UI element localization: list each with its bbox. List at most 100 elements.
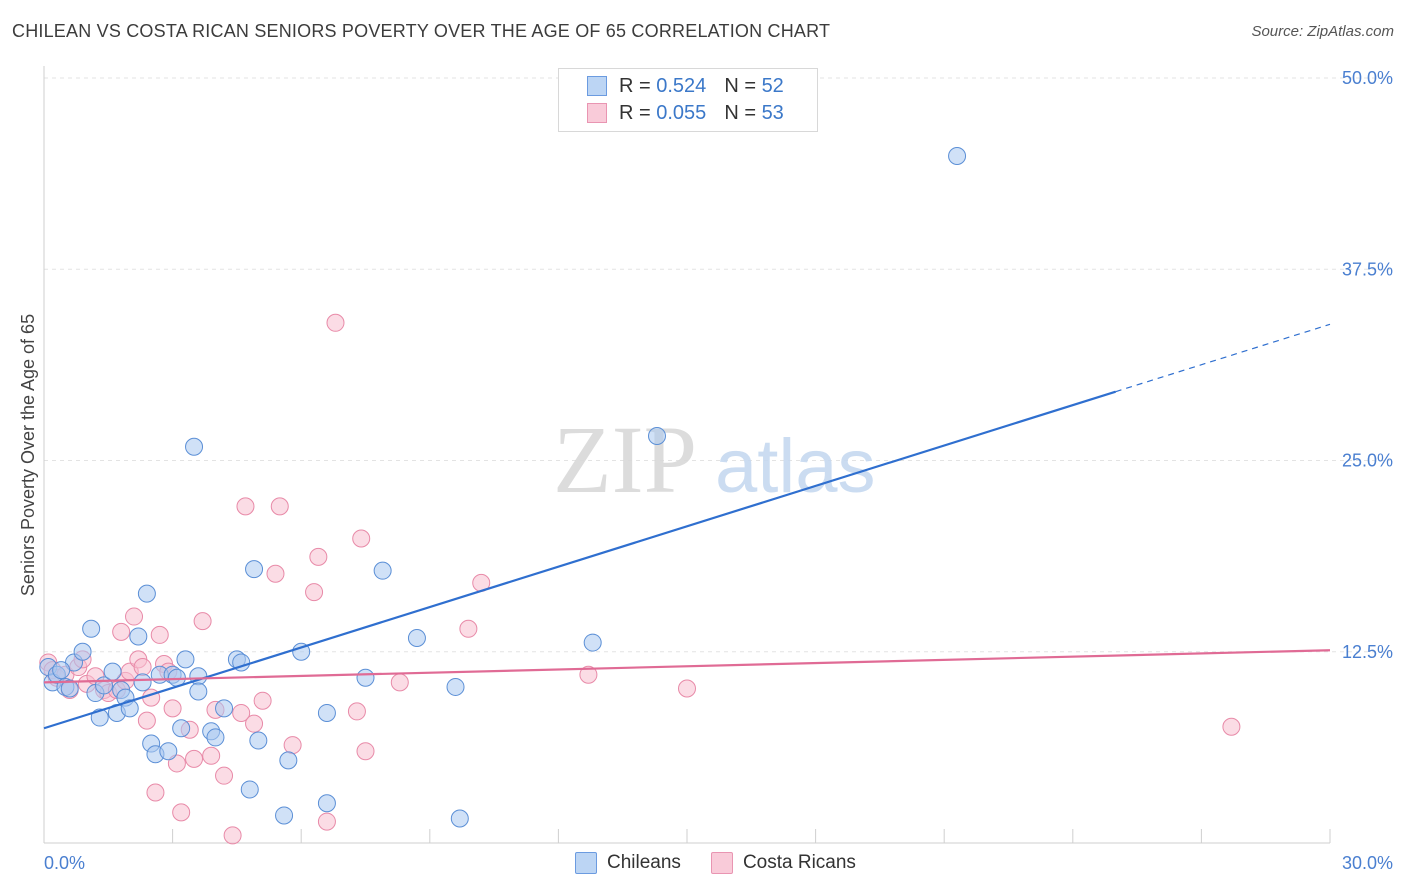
costa-rican-point [232, 703, 251, 722]
legend-label-costa-ricans: Costa Ricans [742, 852, 856, 873]
chilean-point [407, 628, 426, 647]
chilean-point [356, 668, 375, 687]
chilean-point [120, 699, 139, 718]
costa-rican-point [356, 742, 375, 761]
chilean-point [279, 751, 298, 770]
chilean-point [90, 708, 109, 727]
y-tick-label: 25.0% [1342, 451, 1393, 471]
costa-rican-point [579, 665, 598, 684]
costa-rican-point [253, 691, 272, 710]
r-value: 0.524 [656, 74, 707, 97]
chilean-point [583, 633, 602, 652]
costa-rican-point [270, 497, 289, 516]
chilean-point [103, 662, 122, 681]
x-tick-label: 0.0% [44, 853, 85, 873]
costa-rican-point [352, 529, 371, 548]
chilean-point [317, 794, 336, 813]
costa-rican-point [193, 612, 212, 631]
chilean-point [129, 627, 148, 646]
chileans-swatch [587, 76, 607, 96]
costa-rican-point [390, 673, 409, 692]
chilean-point [249, 731, 268, 750]
costa-rican-point [305, 583, 324, 602]
r-value: 0.055 [656, 101, 707, 124]
watermark: ZIP atlas [553, 406, 876, 513]
chilean-point [647, 427, 666, 446]
costa-rican-point [112, 622, 131, 641]
chilean-point [215, 699, 234, 718]
n-value: 52 [761, 74, 784, 97]
watermark-atlas: atlas [715, 424, 876, 509]
y-tick-label: 50.0% [1342, 68, 1393, 88]
costa-rican-point [236, 497, 255, 516]
costa-ricans-swatch [587, 103, 607, 123]
costa-rican-point [245, 714, 264, 733]
chilean-point [245, 560, 264, 579]
chilean-points [39, 147, 967, 828]
chart-title: CHILEAN VS COSTA RICAN SENIORS POVERTY O… [12, 21, 831, 41]
trend-lines [43, 323, 1331, 730]
chilean-point [240, 780, 259, 799]
legend-label-chileans: Chileans [607, 852, 681, 873]
costa-rican-points [39, 313, 1241, 845]
chilean-point [189, 682, 208, 701]
chilean-point [446, 677, 465, 696]
chilean-point [317, 703, 336, 722]
chilean-point [292, 642, 311, 661]
grid-lines [44, 77, 1390, 653]
x-tick-label: 30.0% [1342, 853, 1393, 873]
costa-rican-point [1222, 717, 1241, 736]
chilean-point [133, 673, 152, 692]
costa-rican-point [172, 803, 191, 822]
costa-rican-point [125, 607, 144, 626]
costa-rican-point [309, 547, 328, 566]
legend-item-costa-ricans[interactable]: Costa Ricans [710, 852, 856, 874]
chilean-point [73, 642, 92, 661]
costa-rican-point [150, 625, 169, 644]
tick-labels: 12.5% 25.0% 37.5% 50.0% 0.0% 30.0% [44, 68, 1393, 873]
costa-rican-point [317, 812, 336, 831]
costa-ricans-swatch [710, 852, 733, 874]
chilean-point [172, 719, 191, 738]
costa-rican-point [133, 658, 152, 677]
n-label: N = [724, 74, 756, 97]
watermark-zip: ZIP [553, 406, 697, 513]
series-legend: Chileans Costa Ricans [575, 852, 886, 874]
chilean-point [185, 437, 204, 456]
y-axis-label: Seniors Poverty Over the Age of 65 [18, 314, 38, 596]
costa-rican-point [163, 699, 182, 718]
costa-rican-trend-line [43, 649, 1331, 684]
costa-rican-point [137, 711, 156, 730]
y-tick-label: 12.5% [1342, 642, 1393, 662]
costa-rican-point [347, 702, 366, 721]
chilean-point [137, 584, 156, 603]
correlation-legend: R = 0.524 N = 52 R = 0.055 N = 53 [558, 68, 818, 132]
chilean-point [275, 806, 294, 825]
legend-row-costa-ricans: R = 0.055 N = 53 [587, 101, 784, 125]
costa-rican-point [459, 619, 478, 638]
axes [43, 66, 1331, 844]
y-tick-label: 37.5% [1342, 259, 1393, 279]
costa-rican-point [266, 564, 285, 583]
costa-rican-point [215, 766, 234, 785]
chilean-point [373, 561, 392, 580]
chilean-point [450, 809, 469, 828]
chilean-trend-extension [1115, 323, 1331, 393]
n-value: 53 [761, 101, 784, 124]
n-label: N = [724, 101, 756, 124]
costa-rican-point [185, 749, 204, 768]
chilean-point [176, 650, 195, 669]
r-label: R = [619, 74, 651, 97]
costa-rican-point [678, 679, 696, 698]
costa-rican-point [167, 754, 186, 773]
source-label: Source: ZipAtlas.com [1251, 23, 1394, 40]
chilean-point [82, 619, 101, 638]
costa-rican-point [146, 783, 165, 802]
costa-rican-point [223, 826, 242, 845]
r-label: R = [619, 101, 651, 124]
chilean-point [206, 728, 225, 747]
costa-rican-point [326, 313, 345, 332]
chilean-point [52, 661, 71, 680]
legend-item-chileans[interactable]: Chileans [575, 852, 681, 874]
